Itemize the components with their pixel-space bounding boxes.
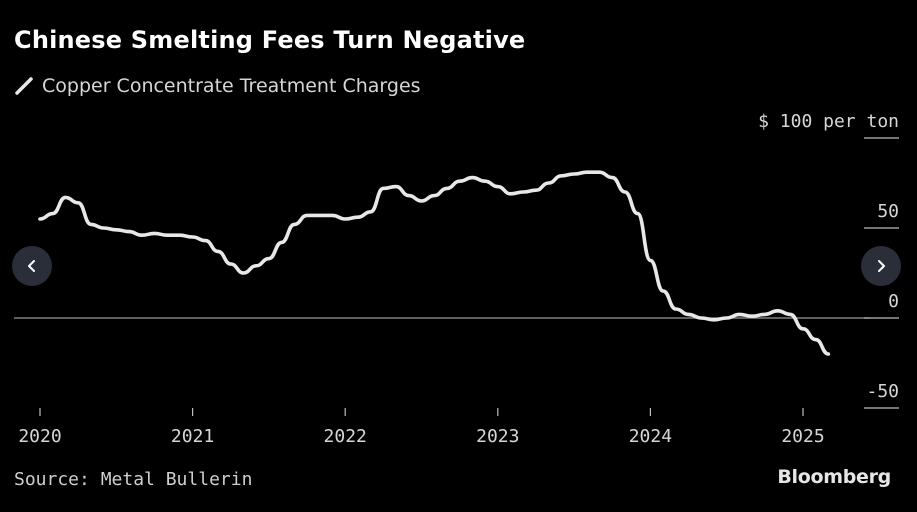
x-tick-label: 2024 [629, 426, 672, 447]
y-tick-label: -50 [866, 381, 899, 402]
line-series-icon [15, 77, 33, 95]
legend-label: Copper Concentrate Treatment Charges [42, 75, 421, 97]
x-tick-label: 2025 [781, 426, 824, 447]
chevron-left-icon [28, 260, 35, 272]
x-tick-label: 2022 [324, 426, 367, 447]
y-tick-label: 0 [888, 291, 899, 312]
x-tick-label: 2021 [171, 426, 214, 447]
chevron-right-icon [878, 260, 885, 272]
legend: Copper Concentrate Treatment Charges [14, 75, 421, 97]
y-tick-label: 50 [877, 201, 899, 222]
y-tick-label: $ 100 per ton [758, 111, 899, 132]
prev-button[interactable] [12, 246, 52, 286]
chart-title: Chinese Smelting Fees Turn Negative [14, 26, 526, 54]
x-tick-label: 2023 [476, 426, 519, 447]
next-button[interactable] [861, 246, 901, 286]
series-line [38, 170, 831, 356]
bloomberg-logo: Bloomberg [777, 466, 891, 488]
x-tick-label: 2020 [18, 426, 61, 447]
source-note: Source: Metal Bullerin [14, 469, 253, 490]
